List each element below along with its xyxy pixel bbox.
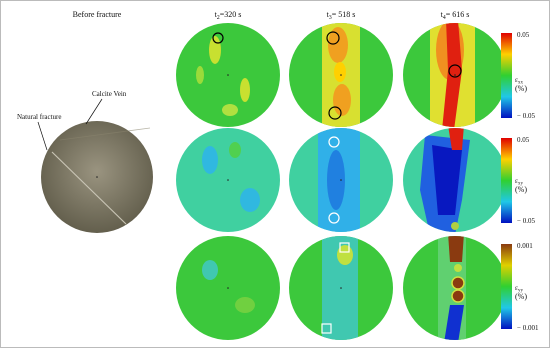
colorbar-symbol: εyy: [515, 284, 523, 294]
colorbar-max: 0.001: [517, 242, 533, 250]
colorbar-symbol: εxy: [515, 177, 523, 187]
strain-map: [176, 236, 280, 340]
strain-map: [289, 236, 393, 340]
annotation: Calcite Vein: [92, 90, 127, 98]
colorbar-unit: (%): [515, 185, 527, 194]
colorbar: [501, 244, 512, 329]
symbol-sub: xy: [518, 182, 524, 187]
time-sub: 2: [217, 15, 220, 21]
colorbar-symbol: εxx: [515, 76, 523, 86]
time-base: t: [441, 10, 444, 19]
time-rest: = 616 s: [446, 10, 470, 19]
symbol-sub: xx: [518, 81, 524, 86]
time-sub: 4: [443, 15, 446, 21]
strain-map: [176, 128, 280, 232]
marker: [328, 136, 340, 148]
colorbar-max: 0.05: [517, 136, 530, 144]
marker: [328, 106, 342, 120]
time-rest: =320 s: [220, 10, 242, 19]
colorbar-max: 0.05: [517, 31, 530, 39]
colorbar-min: − 0.05: [517, 217, 535, 225]
strain-map: [403, 236, 507, 340]
marker: [328, 212, 340, 224]
column-title: t4= 616 s: [441, 10, 470, 21]
colorbar-unit: (%): [515, 292, 527, 301]
strain-map: [289, 23, 393, 127]
column-title: t3= 518 s: [327, 10, 356, 21]
colorbar: [501, 138, 512, 223]
colorbar-min: − 0.001: [517, 324, 539, 332]
colorbar-unit: (%): [515, 84, 527, 93]
column-title: t2=320 s: [215, 10, 242, 21]
symbol: ε: [515, 284, 518, 292]
strain-map: [289, 128, 393, 232]
symbol-sub: yy: [518, 289, 524, 294]
symbol: ε: [515, 177, 518, 185]
annotation: Natural fracture: [17, 113, 62, 121]
marker: [212, 32, 224, 44]
symbol: ε: [515, 76, 518, 84]
column-title: Before fracture: [73, 10, 122, 19]
time-rest: = 518 s: [332, 10, 356, 19]
marker: [321, 323, 332, 334]
time-base: t: [327, 10, 330, 19]
arrow: [85, 98, 103, 125]
time-sub: 3: [329, 15, 332, 21]
marker: [339, 242, 350, 253]
center-dots: [96, 74, 456, 289]
colorbar: [501, 33, 512, 118]
marker: [326, 31, 340, 45]
marker: [448, 64, 462, 78]
strain-map: [176, 23, 280, 127]
colorbar-min: − 0.05: [517, 112, 535, 120]
arrow: [37, 121, 48, 151]
strain-map: [403, 128, 507, 232]
time-base: t: [215, 10, 218, 19]
